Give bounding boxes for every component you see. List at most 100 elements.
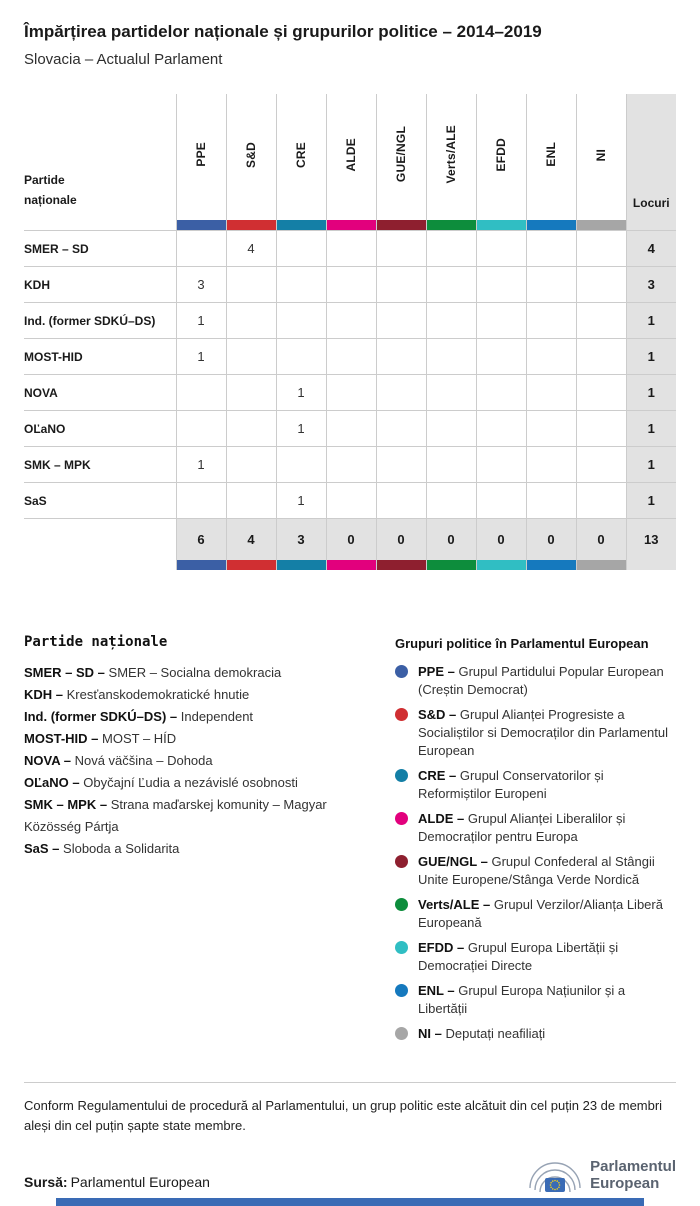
color-bar-ENL — [525, 560, 576, 570]
cell-ENL — [525, 338, 576, 375]
column-header-label: ENL — [544, 142, 558, 167]
column-header-PPE: PPE — [175, 94, 226, 220]
color-bar-ENL — [525, 220, 576, 231]
ep-logo-text-line2: European — [590, 1175, 660, 1192]
group-legend-item-text: S&D – Grupul Alianței Progresiste a Soci… — [418, 707, 668, 758]
cell-Verts/ALE — [425, 446, 476, 483]
column-header-ENL: ENL — [525, 94, 576, 220]
cell-PPE: 3 — [175, 266, 226, 303]
total-S&D: 4 — [225, 518, 276, 560]
party-legend-item: OĽaNO – Obyčajní Ľudia a nezávislé osobn… — [24, 775, 298, 790]
cell-NI — [575, 446, 626, 483]
page-subtitle: Slovacia – Actualul Parlament — [24, 51, 223, 68]
column-header-label: PPE — [194, 142, 208, 167]
cell-GUE/NGL — [375, 482, 426, 519]
column-header-label: S&D — [244, 141, 258, 168]
party-legend-item-name: SMER – SD – — [24, 665, 109, 680]
group-legend-item-abbr: EFDD – — [418, 940, 468, 955]
cell-S&D — [225, 446, 276, 483]
cell-ENL — [525, 230, 576, 267]
party-name: OĽaNO — [24, 410, 176, 447]
party-legend-item-name: SaS – — [24, 841, 64, 856]
party-name: KDH — [24, 266, 176, 303]
table-row: MOST-HID 1 1 — [24, 338, 676, 375]
cell-GUE/NGL — [375, 446, 426, 483]
cell-S&D — [225, 374, 276, 411]
party-name: SMER – SD — [24, 230, 176, 267]
color-bar-spacer — [24, 560, 176, 570]
row-header-label: Partide naționale — [24, 173, 77, 207]
cell-GUE/NGL — [375, 230, 426, 267]
legend-dot-ALDE — [395, 812, 408, 825]
cell-EFDD — [475, 266, 526, 303]
group-legend-item: EFDD – Grupul Europa Libertății și Democ… — [395, 939, 676, 975]
legend-dot-S&D — [395, 708, 408, 721]
footer-divider — [24, 1082, 676, 1083]
color-bar-row — [24, 560, 676, 570]
cell-Verts/ALE — [425, 410, 476, 447]
group-legend-item-text: CRE – Grupul Conservatorilor și Reformiș… — [418, 768, 604, 801]
cell-NI — [575, 410, 626, 447]
cell-GUE/NGL — [375, 410, 426, 447]
color-bar-EFDD — [475, 560, 526, 570]
cell-S&D — [225, 482, 276, 519]
column-header-label: EFDD — [494, 137, 508, 172]
seats-column-header: Locuri — [625, 94, 676, 220]
page-title: Împărțirea partidelor naționale și grupu… — [24, 22, 542, 41]
cell-Verts/ALE — [425, 302, 476, 339]
table-row: OĽaNO 1 1 — [24, 410, 676, 447]
source-line: Sursă: Parlamentul European — [24, 1174, 210, 1190]
cell-EFDD — [475, 374, 526, 411]
legend-dot-CRE — [395, 769, 408, 782]
column-header-GUE/NGL: GUE/NGL — [375, 94, 426, 220]
table-row: SaS 1 1 — [24, 482, 676, 519]
cell-EFDD — [475, 482, 526, 519]
party-legend-item: MOST-HID – MOST – HÍD — [24, 731, 177, 746]
column-header-label: Verts/ALE — [444, 125, 458, 184]
cell-EFDD — [475, 302, 526, 339]
cell-ALDE — [325, 410, 376, 447]
cell-PPE — [175, 482, 226, 519]
cell-ENL — [525, 302, 576, 339]
cell-GUE/NGL — [375, 266, 426, 303]
legend-dot-Verts/ALE — [395, 898, 408, 911]
party-legend-item-name: NOVA – — [24, 753, 75, 768]
party-legend-item: SMK – MPK – Strana maďarskej komunity – … — [24, 797, 327, 834]
legend-dot-ENL — [395, 984, 408, 997]
total-NI: 0 — [575, 518, 626, 560]
cell-ALDE — [325, 446, 376, 483]
cell-PPE: 1 — [175, 302, 226, 339]
color-bar-ALDE — [325, 220, 376, 231]
total-PPE: 6 — [175, 518, 226, 560]
group-legend-heading: Grupuri politice în Parlamentul European — [395, 636, 649, 651]
total-CRE: 3 — [275, 518, 326, 560]
cell-Verts/ALE — [425, 266, 476, 303]
footer-row: Sursă: Parlamentul European — [24, 1154, 676, 1198]
party-name: Ind. (former SDKÚ–DS) — [24, 302, 176, 339]
seats-cell: 1 — [625, 302, 676, 339]
color-bar-CRE — [275, 560, 326, 570]
color-bar-seats-spacer — [625, 560, 676, 570]
column-header-S&D: S&D — [225, 94, 276, 220]
group-legend-item: GUE/NGL – Grupul Confederal al Stângii U… — [395, 853, 676, 889]
seats-cell: 1 — [625, 446, 676, 483]
cell-EFDD — [475, 338, 526, 375]
cell-Verts/ALE — [425, 482, 476, 519]
cell-PPE: 1 — [175, 338, 226, 375]
cell-ENL — [525, 410, 576, 447]
group-legend-item-abbr: Verts/ALE – — [418, 897, 494, 912]
group-legend-item-text: PPE – Grupul Partidului Popular European… — [418, 664, 664, 697]
color-bar-GUE/NGL — [375, 560, 426, 570]
seats-cell: 4 — [625, 230, 676, 267]
cell-CRE: 1 — [275, 374, 326, 411]
column-header-label: ALDE — [344, 137, 358, 172]
party-legend-item: SMER – SD – SMER – Socialna demokracia — [24, 665, 282, 680]
column-header-label: NI — [594, 148, 608, 161]
source-value: Parlamentul European — [70, 1174, 210, 1190]
total-EFDD: 0 — [475, 518, 526, 560]
cell-CRE — [275, 338, 326, 375]
party-legend-item-name: MOST-HID – — [24, 731, 103, 746]
cell-EFDD — [475, 230, 526, 267]
color-bar-NI — [575, 220, 626, 231]
cell-NI — [575, 374, 626, 411]
